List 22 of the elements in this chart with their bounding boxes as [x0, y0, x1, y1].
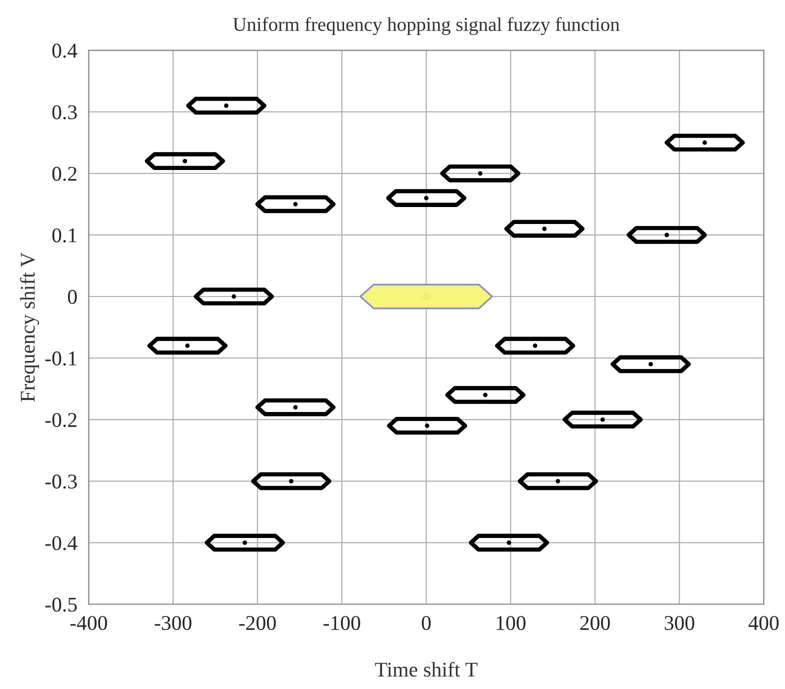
y-tick-label: 0.4	[52, 44, 78, 58]
x-tick-label: 100	[496, 616, 526, 630]
x-tick-label: -400	[70, 616, 108, 630]
chart-title: Uniform frequency hopping signal fuzzy function	[233, 17, 620, 36]
x-tick-label: 400	[748, 616, 779, 630]
x-tick-label: -200	[239, 616, 276, 630]
x-tick-label: 200	[580, 616, 610, 630]
x-tick-label: -100	[324, 616, 360, 630]
y-tick-label: -0.3	[45, 474, 77, 489]
x-tick-label: 300	[664, 616, 694, 630]
y-tick-label: 0.3	[52, 105, 77, 120]
y-tick-label: -0.1	[45, 351, 76, 366]
y-tick-label: -0.4	[45, 536, 78, 550]
y-tick-label: 0	[68, 290, 77, 304]
x-axis-title: Time shift T	[375, 662, 478, 677]
x-tick-label: -300	[154, 616, 192, 630]
y-tick-label: -0.5	[45, 598, 77, 612]
y-tick-label: 0.2	[52, 166, 76, 181]
y-tick-label: -0.2	[45, 412, 76, 428]
y-tick-label: 0.1	[52, 228, 76, 242]
x-tick-label: 0	[422, 616, 431, 630]
y-axis-title: Frequency shift V	[20, 252, 40, 402]
